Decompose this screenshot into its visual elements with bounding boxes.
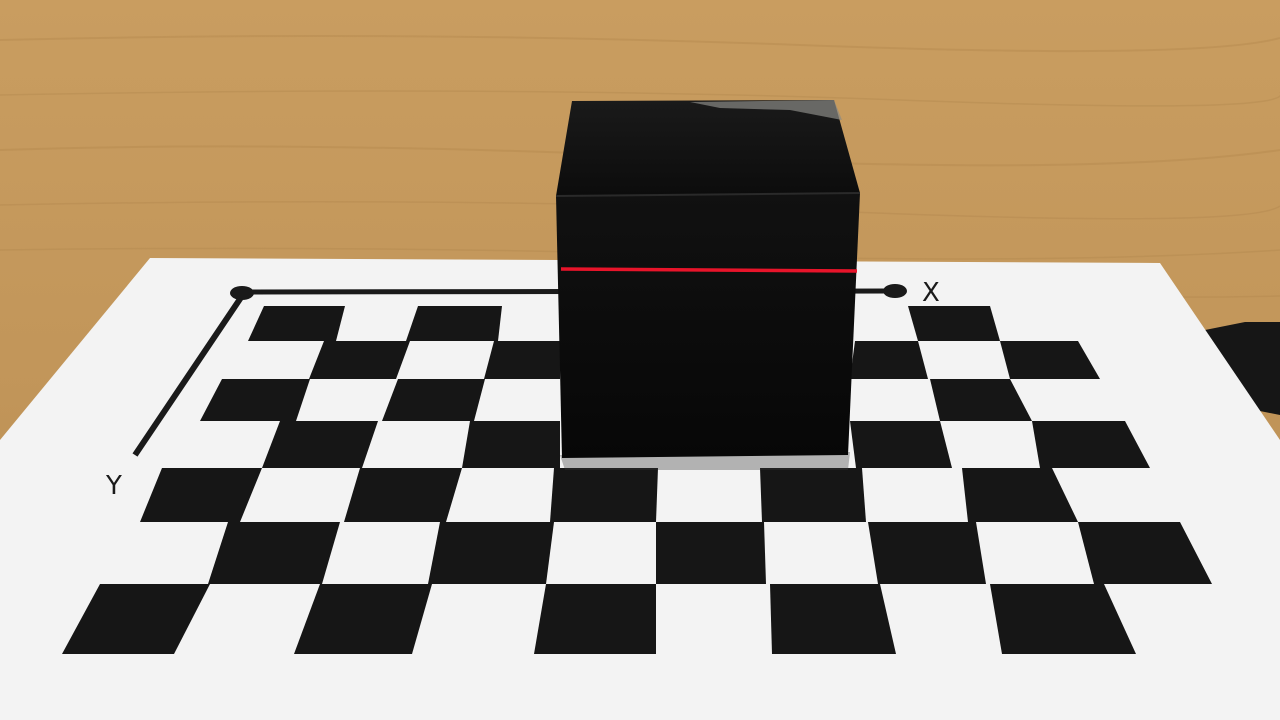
checker-square	[344, 468, 462, 522]
checker-square	[656, 522, 766, 584]
checker-square	[868, 522, 986, 584]
checker-square	[962, 468, 1078, 522]
checker-square	[850, 341, 928, 379]
x-axis-label: X	[922, 278, 940, 308]
checker-square	[908, 306, 1000, 341]
checker-square	[208, 522, 340, 584]
checker-square	[534, 584, 656, 654]
checker-square	[760, 468, 866, 522]
cube-object	[555, 100, 861, 458]
checker-square	[484, 341, 560, 379]
checker-square	[62, 584, 210, 654]
checker-square	[262, 421, 378, 468]
axis-origin-dot	[230, 286, 254, 300]
cube-front-face	[556, 193, 860, 458]
checker-square	[990, 584, 1136, 654]
y-axis-label: Y	[105, 471, 122, 501]
dark-object-edge	[1205, 322, 1280, 415]
checker-square	[200, 379, 310, 421]
checker-square	[428, 522, 554, 584]
cube-front-top-edge	[555, 192, 861, 197]
cube-top-scuff	[690, 100, 842, 120]
checker-square	[1000, 341, 1100, 379]
checker-square	[770, 584, 896, 654]
y-axis-line	[132, 294, 245, 457]
checker-square	[248, 306, 345, 341]
checker-square	[930, 379, 1032, 421]
checker-square	[140, 468, 262, 522]
checker-square	[462, 421, 560, 468]
checker-square	[309, 341, 410, 379]
checker-square	[850, 421, 952, 468]
checkerboard-target	[62, 306, 1212, 654]
laser-line	[560, 267, 858, 273]
checker-square	[550, 468, 658, 522]
checker-square	[406, 306, 502, 341]
checker-square	[294, 584, 432, 654]
x-axis-end-dot	[883, 284, 907, 298]
cube-top-face	[556, 100, 860, 196]
checker-square	[1032, 421, 1150, 468]
checker-square	[382, 379, 485, 421]
checker-square	[1078, 522, 1212, 584]
